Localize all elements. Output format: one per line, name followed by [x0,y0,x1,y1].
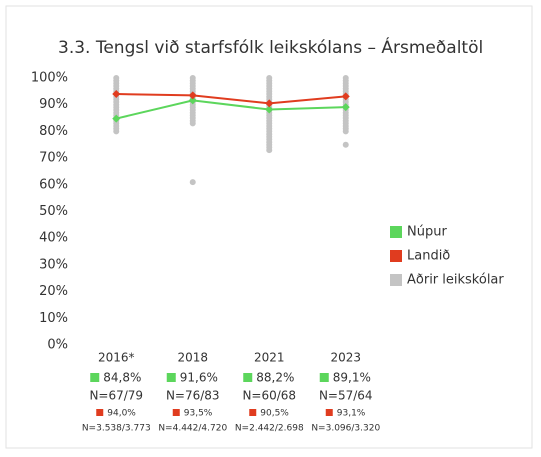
value-label: 90,5% [260,409,289,419]
value-label: 93,1% [337,409,366,419]
legend-swatch [390,274,402,286]
other-dot [266,147,273,154]
legend-swatch [243,373,253,382]
series-marker [265,99,274,108]
legend-swatch [249,409,257,416]
y-tick-label: 80% [39,124,68,139]
x-tick-label: 2021 [254,351,285,365]
n-label: N=3.096/3.320 [311,424,380,434]
n-label: N=2.442/2.698 [235,424,304,434]
legend-label: Núpur [407,225,447,240]
value-label: 91,6% [180,371,218,385]
y-tick-label: 20% [39,284,68,299]
value-label: 93,5% [184,409,213,419]
series-marker [188,96,197,105]
x-tick-label: 2023 [330,351,361,365]
legend-swatch [390,226,402,238]
legend-swatch [96,409,104,416]
series-marker [112,114,121,123]
series-marker [188,91,197,100]
y-tick-label: 70% [39,151,68,166]
y-tick-label: 10% [39,311,68,326]
other-dot [342,141,349,148]
series-marker [341,92,350,101]
legend-label: Aðrir leikskólar [407,273,504,288]
y-tick-label: 40% [39,231,68,246]
n-label: N=4.442/4.720 [158,424,227,434]
series-marker [341,103,350,112]
n-label: N=60/68 [242,389,296,403]
n-label: N=3.538/3.773 [82,424,151,434]
y-tick-label: 60% [39,177,68,192]
other-dot [189,179,196,186]
y-tick-label: 0% [47,338,68,353]
series-marker [265,105,274,114]
value-label: 94,0% [107,409,136,419]
value-label: 89,1% [333,371,371,385]
series-line [116,93,346,105]
y-tick-label: 100% [31,71,68,86]
y-tick-label: 50% [39,204,68,219]
legend-swatch [166,373,176,382]
series-marker [112,90,121,99]
legend-swatch [319,373,329,382]
series-line [116,99,346,120]
value-label: 88,2% [256,371,294,385]
legend-swatch [172,409,180,416]
x-tick-label: 2016* [98,351,135,365]
legend-swatch [90,373,100,382]
other-dot [342,128,349,135]
legend-label: Landið [407,249,450,264]
x-tick-label: 2018 [177,351,208,365]
value-label: 84,8% [103,371,141,385]
y-tick-label: 90% [39,97,68,112]
n-label: N=67/79 [89,389,143,403]
legend-swatch [325,409,333,416]
y-tick-label: 30% [39,257,68,272]
other-dot [113,128,120,135]
chart-title: 3.3. Tengsl við starfsfólk leikskólans –… [58,36,483,58]
legend-swatch [390,250,402,262]
other-dot [189,120,196,127]
n-label: N=76/83 [166,389,220,403]
n-label: N=57/64 [319,389,373,403]
